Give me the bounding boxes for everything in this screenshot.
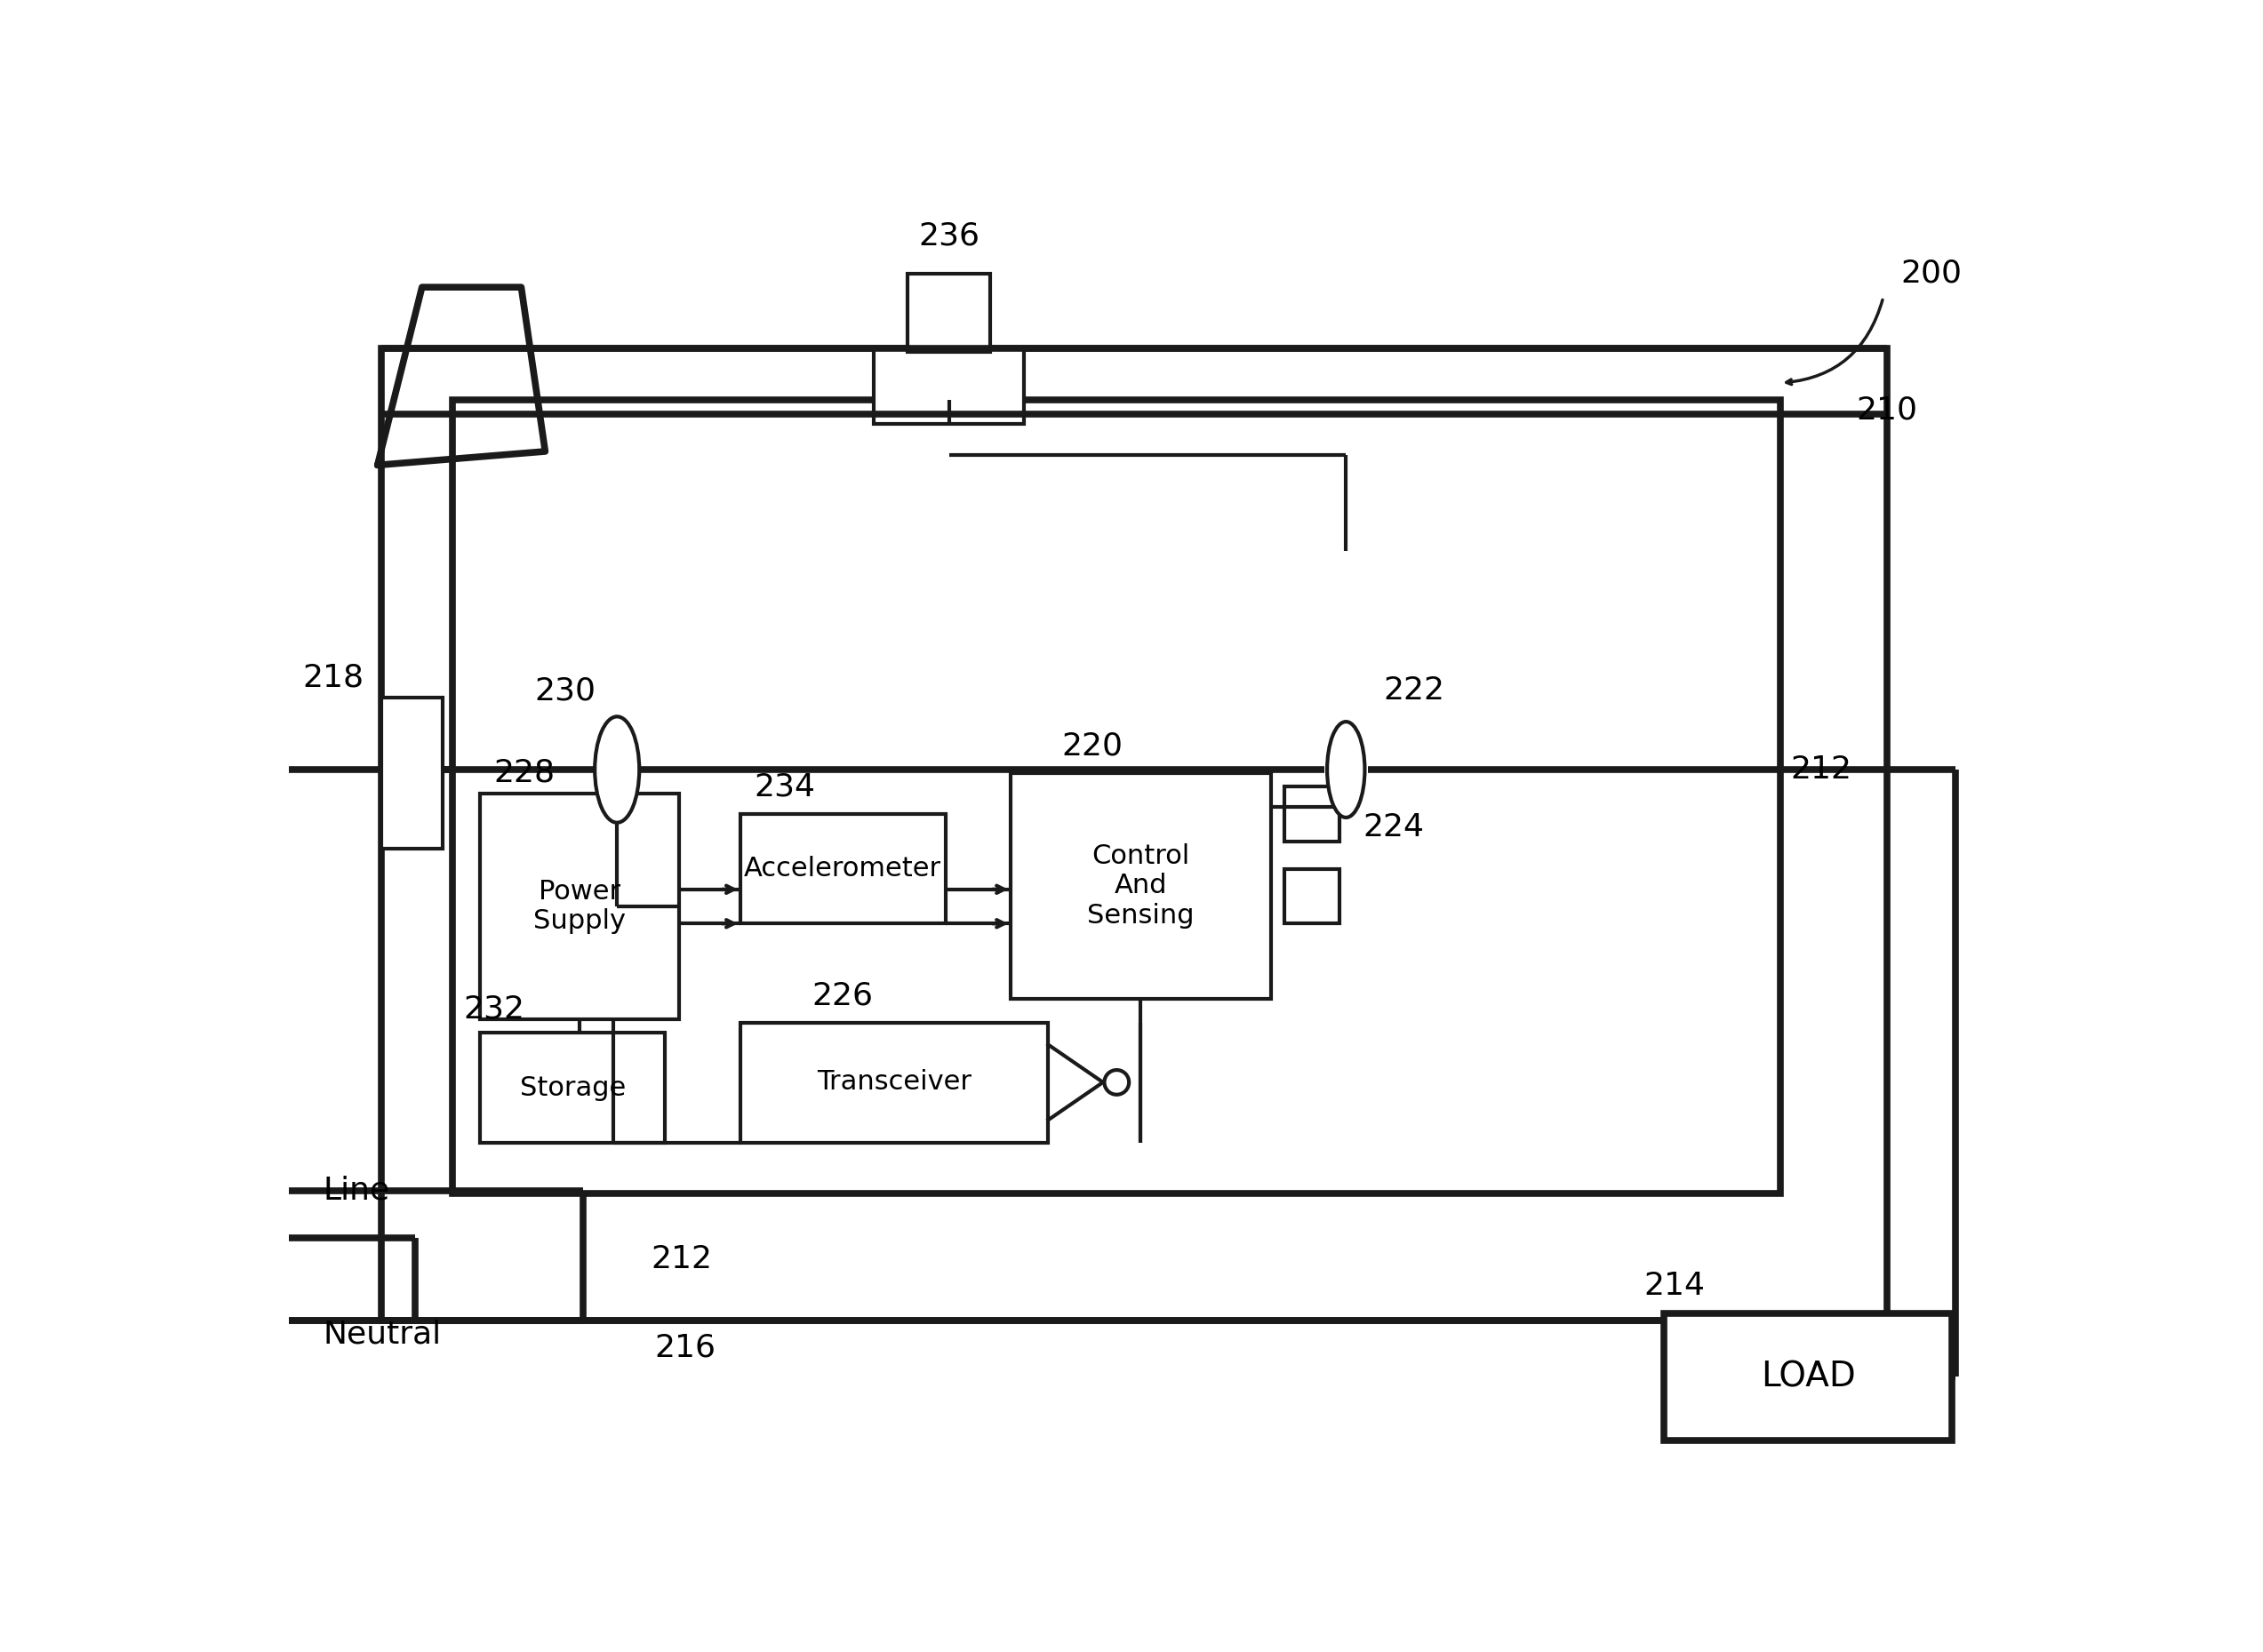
Bar	[480, 1032, 665, 1143]
Bar	[480, 793, 679, 1019]
Text: LOAD: LOAD	[1761, 1360, 1856, 1393]
Text: 228: 228	[493, 758, 554, 788]
Text: 224: 224	[1362, 813, 1423, 843]
Text: 222: 222	[1383, 676, 1444, 705]
Text: 214: 214	[1643, 1270, 1704, 1302]
Bar	[380, 697, 444, 847]
Text: 236: 236	[919, 221, 980, 251]
Text: Control
And
Sensing: Control And Sensing	[1086, 843, 1195, 928]
Text: 200: 200	[1901, 258, 1962, 289]
Text: 230: 230	[534, 676, 595, 705]
Bar	[453, 400, 1781, 1194]
Text: Accelerometer: Accelerometer	[745, 856, 941, 882]
Text: 220: 220	[1061, 730, 1122, 762]
Text: 212: 212	[1790, 755, 1851, 785]
Text: Transceiver: Transceiver	[817, 1069, 971, 1095]
Text: 212: 212	[652, 1244, 713, 1274]
Bar	[1663, 1313, 1951, 1441]
Ellipse shape	[1326, 722, 1365, 818]
Bar	[740, 814, 946, 923]
Bar	[380, 349, 1887, 1320]
Text: 218: 218	[303, 662, 364, 692]
Text: 210: 210	[1856, 395, 1917, 426]
Text: 226: 226	[812, 980, 874, 1011]
Text: Line: Line	[324, 1175, 389, 1206]
Text: Storage: Storage	[520, 1075, 625, 1100]
Text: 232: 232	[464, 995, 525, 1024]
Bar	[907, 274, 989, 352]
Text: Neutral: Neutral	[324, 1318, 441, 1350]
Bar	[740, 1023, 1048, 1143]
Bar	[1285, 869, 1340, 923]
Ellipse shape	[595, 717, 638, 823]
Text: 234: 234	[754, 771, 815, 801]
Text: 216: 216	[654, 1333, 715, 1363]
Text: Power
Supply: Power Supply	[534, 879, 625, 935]
Bar	[1285, 786, 1340, 841]
Bar	[874, 349, 1025, 425]
Bar	[1012, 773, 1270, 999]
